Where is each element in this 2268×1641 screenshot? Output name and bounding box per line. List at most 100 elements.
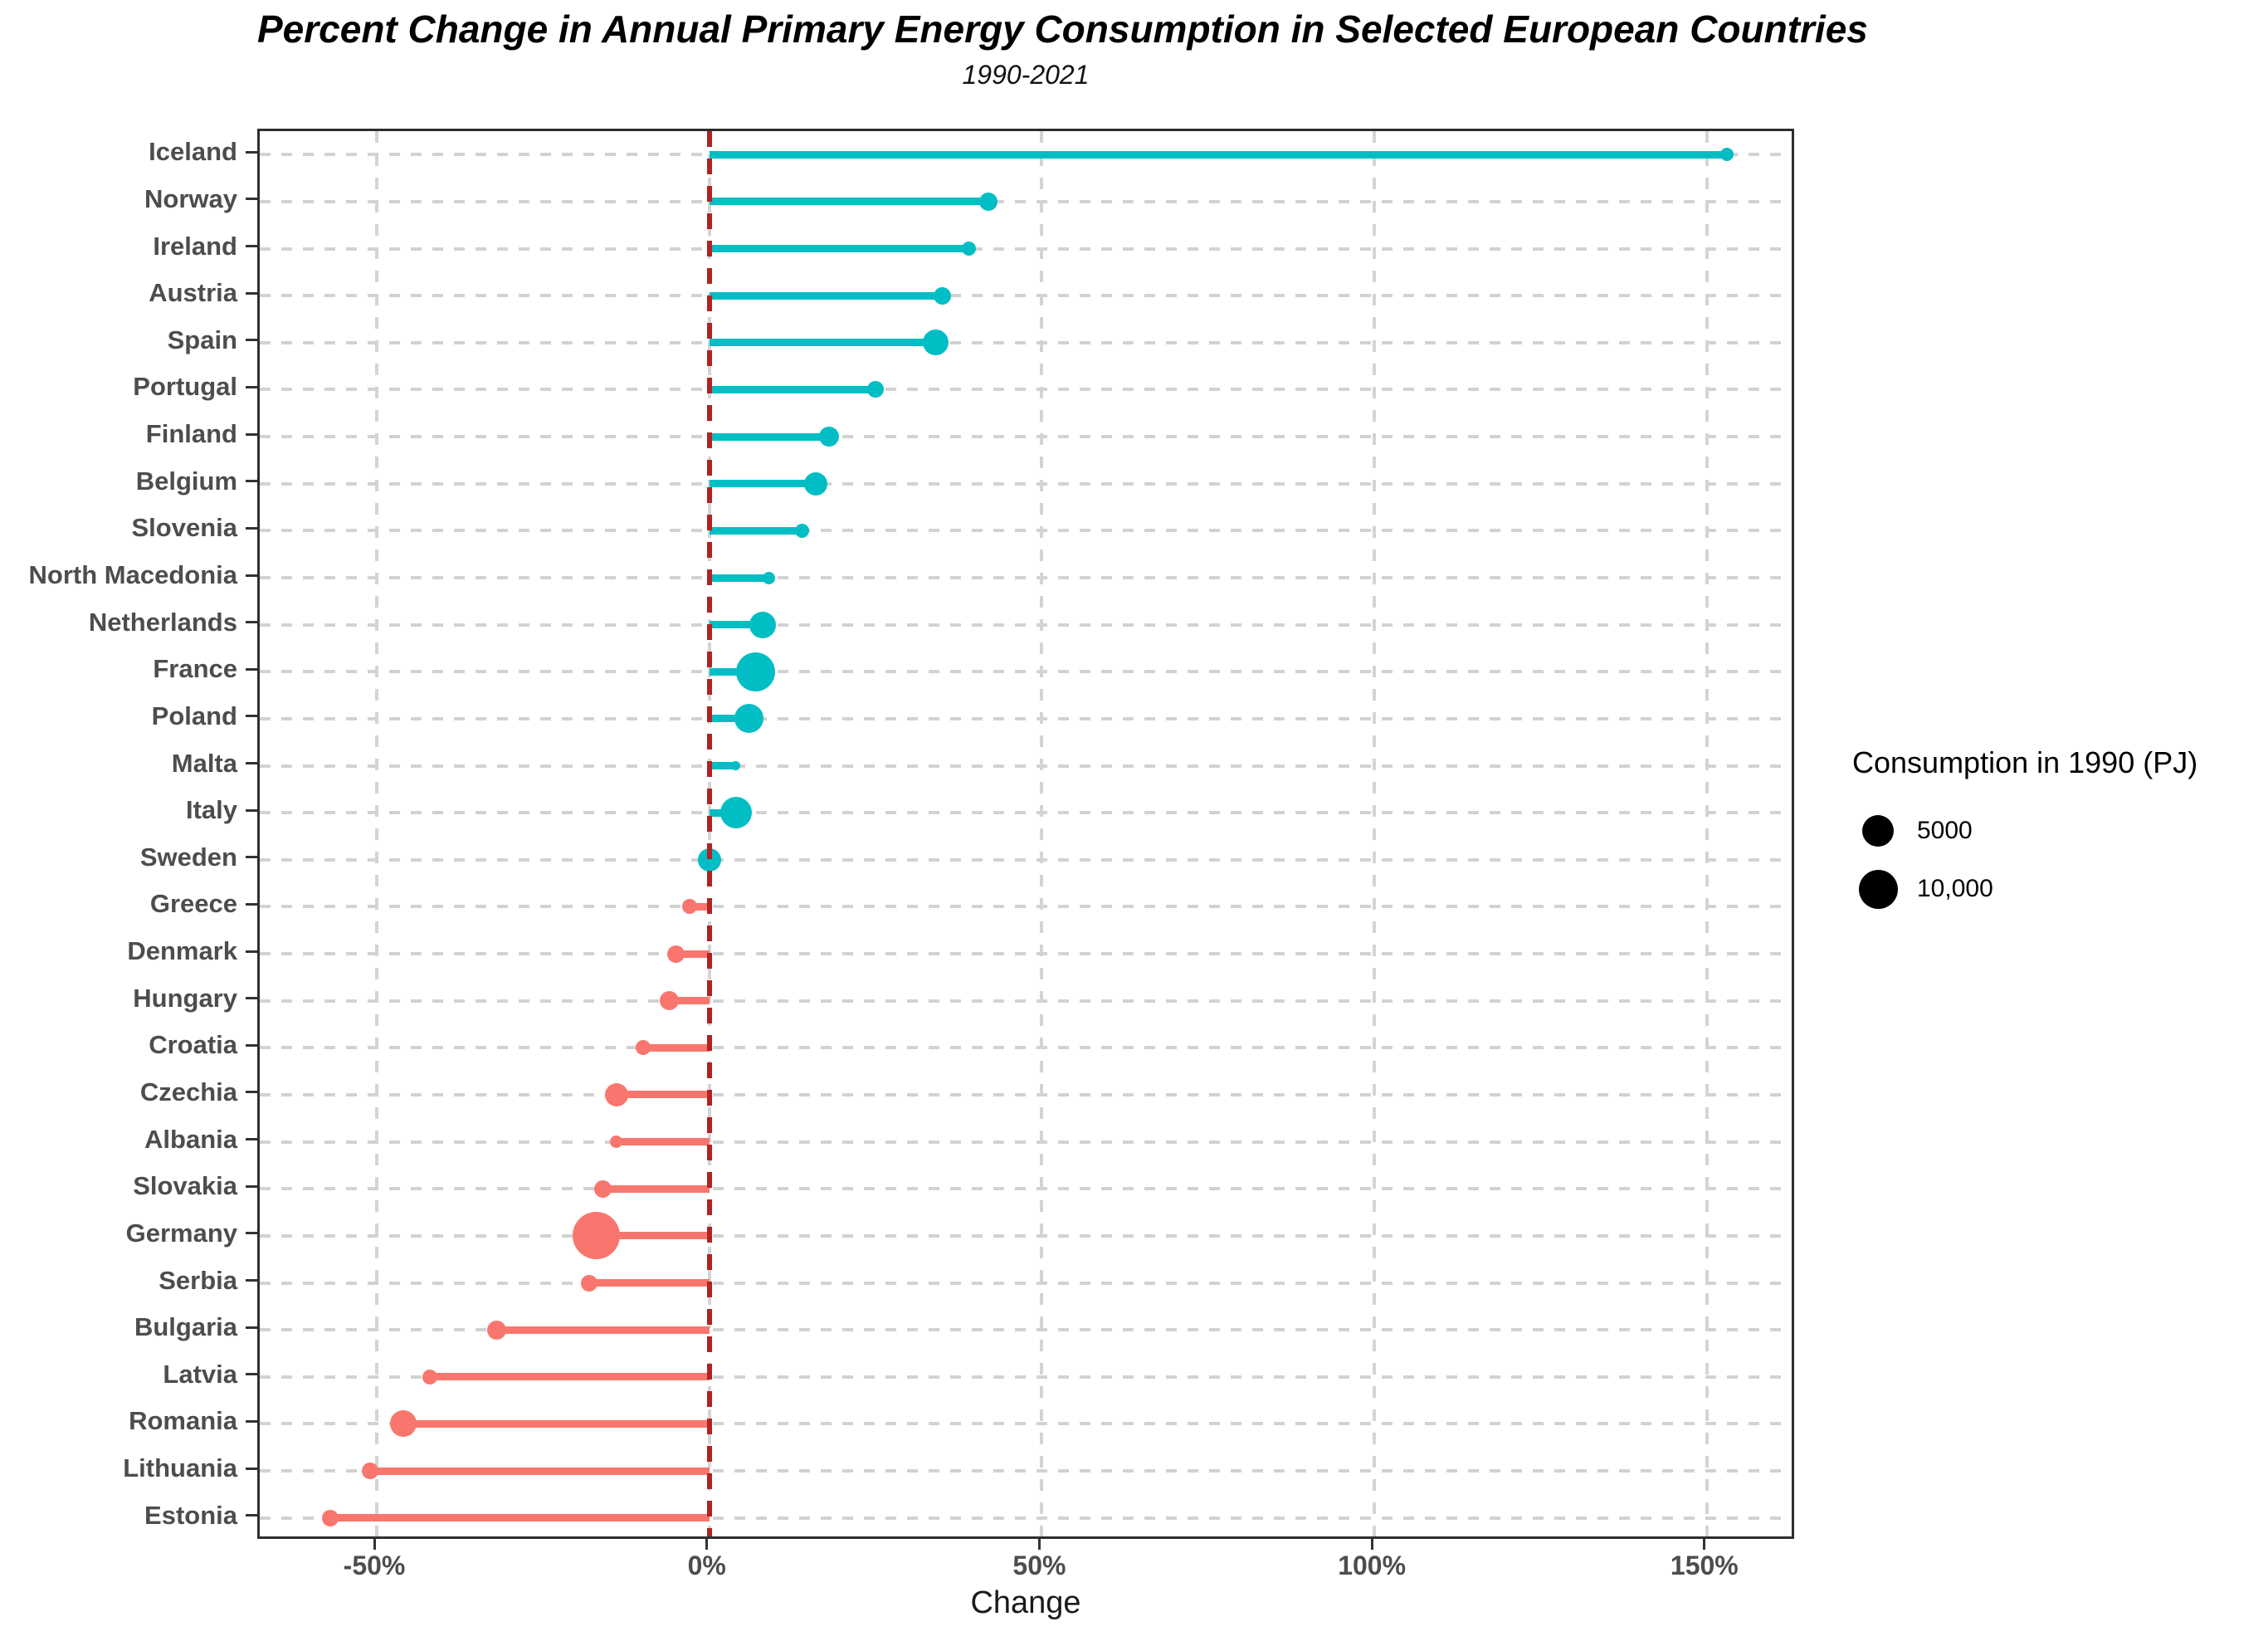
y-axis-tick: [246, 1279, 257, 1282]
stem: [709, 245, 969, 253]
plot-panel: [257, 129, 1794, 1539]
dot: [719, 797, 752, 829]
country-label: Romania: [129, 1406, 237, 1436]
y-axis-tick: [246, 1043, 257, 1047]
legend-size-dot: [1862, 815, 1894, 847]
dot: [736, 652, 776, 691]
dot: [803, 471, 827, 496]
row-guide-line: [260, 576, 1792, 580]
y-axis-tick: [246, 1184, 257, 1188]
row-guide-line: [260, 1233, 1792, 1238]
row-guide-line: [260, 811, 1792, 815]
country-label: Netherlands: [88, 607, 237, 637]
row-guide-line: [260, 1281, 1792, 1285]
dot: [734, 704, 764, 734]
row-guide-line: [260, 952, 1792, 956]
x-axis-title: Change: [970, 1585, 1081, 1620]
y-axis-tick: [246, 1232, 257, 1235]
dot: [581, 1274, 598, 1292]
chart-subtitle: 1990-2021: [962, 60, 1090, 90]
row-guide-line: [260, 1046, 1792, 1050]
legend-item-label: 10,000: [1917, 875, 1993, 902]
stem: [602, 1184, 710, 1193]
country-label: Slovakia: [133, 1171, 237, 1201]
country-label: Estonia: [144, 1500, 237, 1530]
y-axis-tick: [246, 808, 257, 812]
country-label: France: [153, 654, 237, 684]
gridline: [375, 131, 379, 1536]
y-axis-tick: [246, 1467, 257, 1470]
dot: [749, 611, 776, 638]
dot: [422, 1369, 438, 1385]
chart-title: Percent Change in Annual Primary Energy …: [257, 7, 1868, 51]
legend-item: 10,000: [1852, 860, 2267, 918]
dot: [635, 1040, 651, 1056]
x-tick-label: 100%: [1338, 1551, 1407, 1580]
stem: [329, 1514, 710, 1522]
dot: [979, 192, 998, 211]
stem: [709, 480, 816, 488]
dot: [961, 242, 976, 256]
row-guide-line: [260, 1422, 1792, 1426]
dot: [660, 991, 680, 1011]
country-label: Lithuania: [123, 1453, 237, 1483]
x-axis-tick: [1703, 1539, 1706, 1550]
dot: [731, 761, 741, 771]
stem: [430, 1373, 710, 1381]
country-label: Denmark: [127, 936, 237, 966]
row-guide-line: [260, 1328, 1792, 1332]
dot: [486, 1320, 506, 1340]
y-axis-tick: [246, 480, 257, 483]
x-axis-tick: [1370, 1539, 1373, 1550]
x-tick-label: -50%: [343, 1551, 406, 1580]
country-label: Croatia: [149, 1030, 237, 1060]
stem: [709, 621, 763, 629]
country-label: Finland: [145, 419, 237, 449]
stem: [669, 997, 710, 1005]
y-axis-tick: [246, 526, 257, 530]
y-axis-tick: [246, 856, 257, 859]
dot: [594, 1179, 612, 1198]
country-label: Portugal: [133, 372, 237, 402]
stem: [709, 574, 769, 582]
y-axis-tick: [246, 1326, 257, 1329]
title-block: Percent Change in Annual Primary Energy …: [257, 5, 1868, 91]
x-axis-tick: [373, 1539, 376, 1550]
legend-title: Consumption in 1990 (PJ): [1852, 745, 2198, 779]
row-guide-line: [260, 435, 1792, 439]
y-axis-tick: [246, 198, 257, 201]
zero-reference-line: [706, 131, 712, 1536]
y-axis-tick: [246, 762, 257, 765]
stem: [709, 291, 943, 300]
stem: [676, 950, 710, 958]
row-guide-line: [260, 481, 1792, 486]
row-guide-line: [260, 529, 1792, 533]
country-label: Ireland: [153, 231, 237, 261]
country-label: Spain: [167, 325, 237, 354]
stem: [709, 339, 936, 347]
row-guide-line: [260, 623, 1792, 627]
y-axis-tick: [246, 385, 257, 388]
dot: [390, 1410, 417, 1438]
gridline: [1705, 131, 1709, 1536]
y-axis-tick: [246, 1138, 257, 1141]
dot: [867, 381, 885, 398]
dot: [667, 945, 685, 963]
row-guide-line: [260, 1469, 1792, 1473]
country-label: Germany: [125, 1218, 237, 1248]
dot: [795, 523, 810, 538]
y-axis-tick: [246, 1419, 257, 1423]
stem: [596, 1232, 710, 1240]
dot: [818, 427, 839, 447]
country-label: Greece: [149, 889, 237, 919]
y-axis-tick: [246, 150, 257, 154]
dot: [321, 1509, 339, 1526]
x-tick-label: 50%: [1012, 1551, 1066, 1580]
row-guide-line: [260, 340, 1792, 344]
dot: [573, 1212, 620, 1260]
legend-item-label: 5000: [1917, 817, 1973, 844]
stem: [709, 762, 736, 770]
country-label: Norway: [144, 183, 237, 213]
stem: [709, 526, 802, 535]
